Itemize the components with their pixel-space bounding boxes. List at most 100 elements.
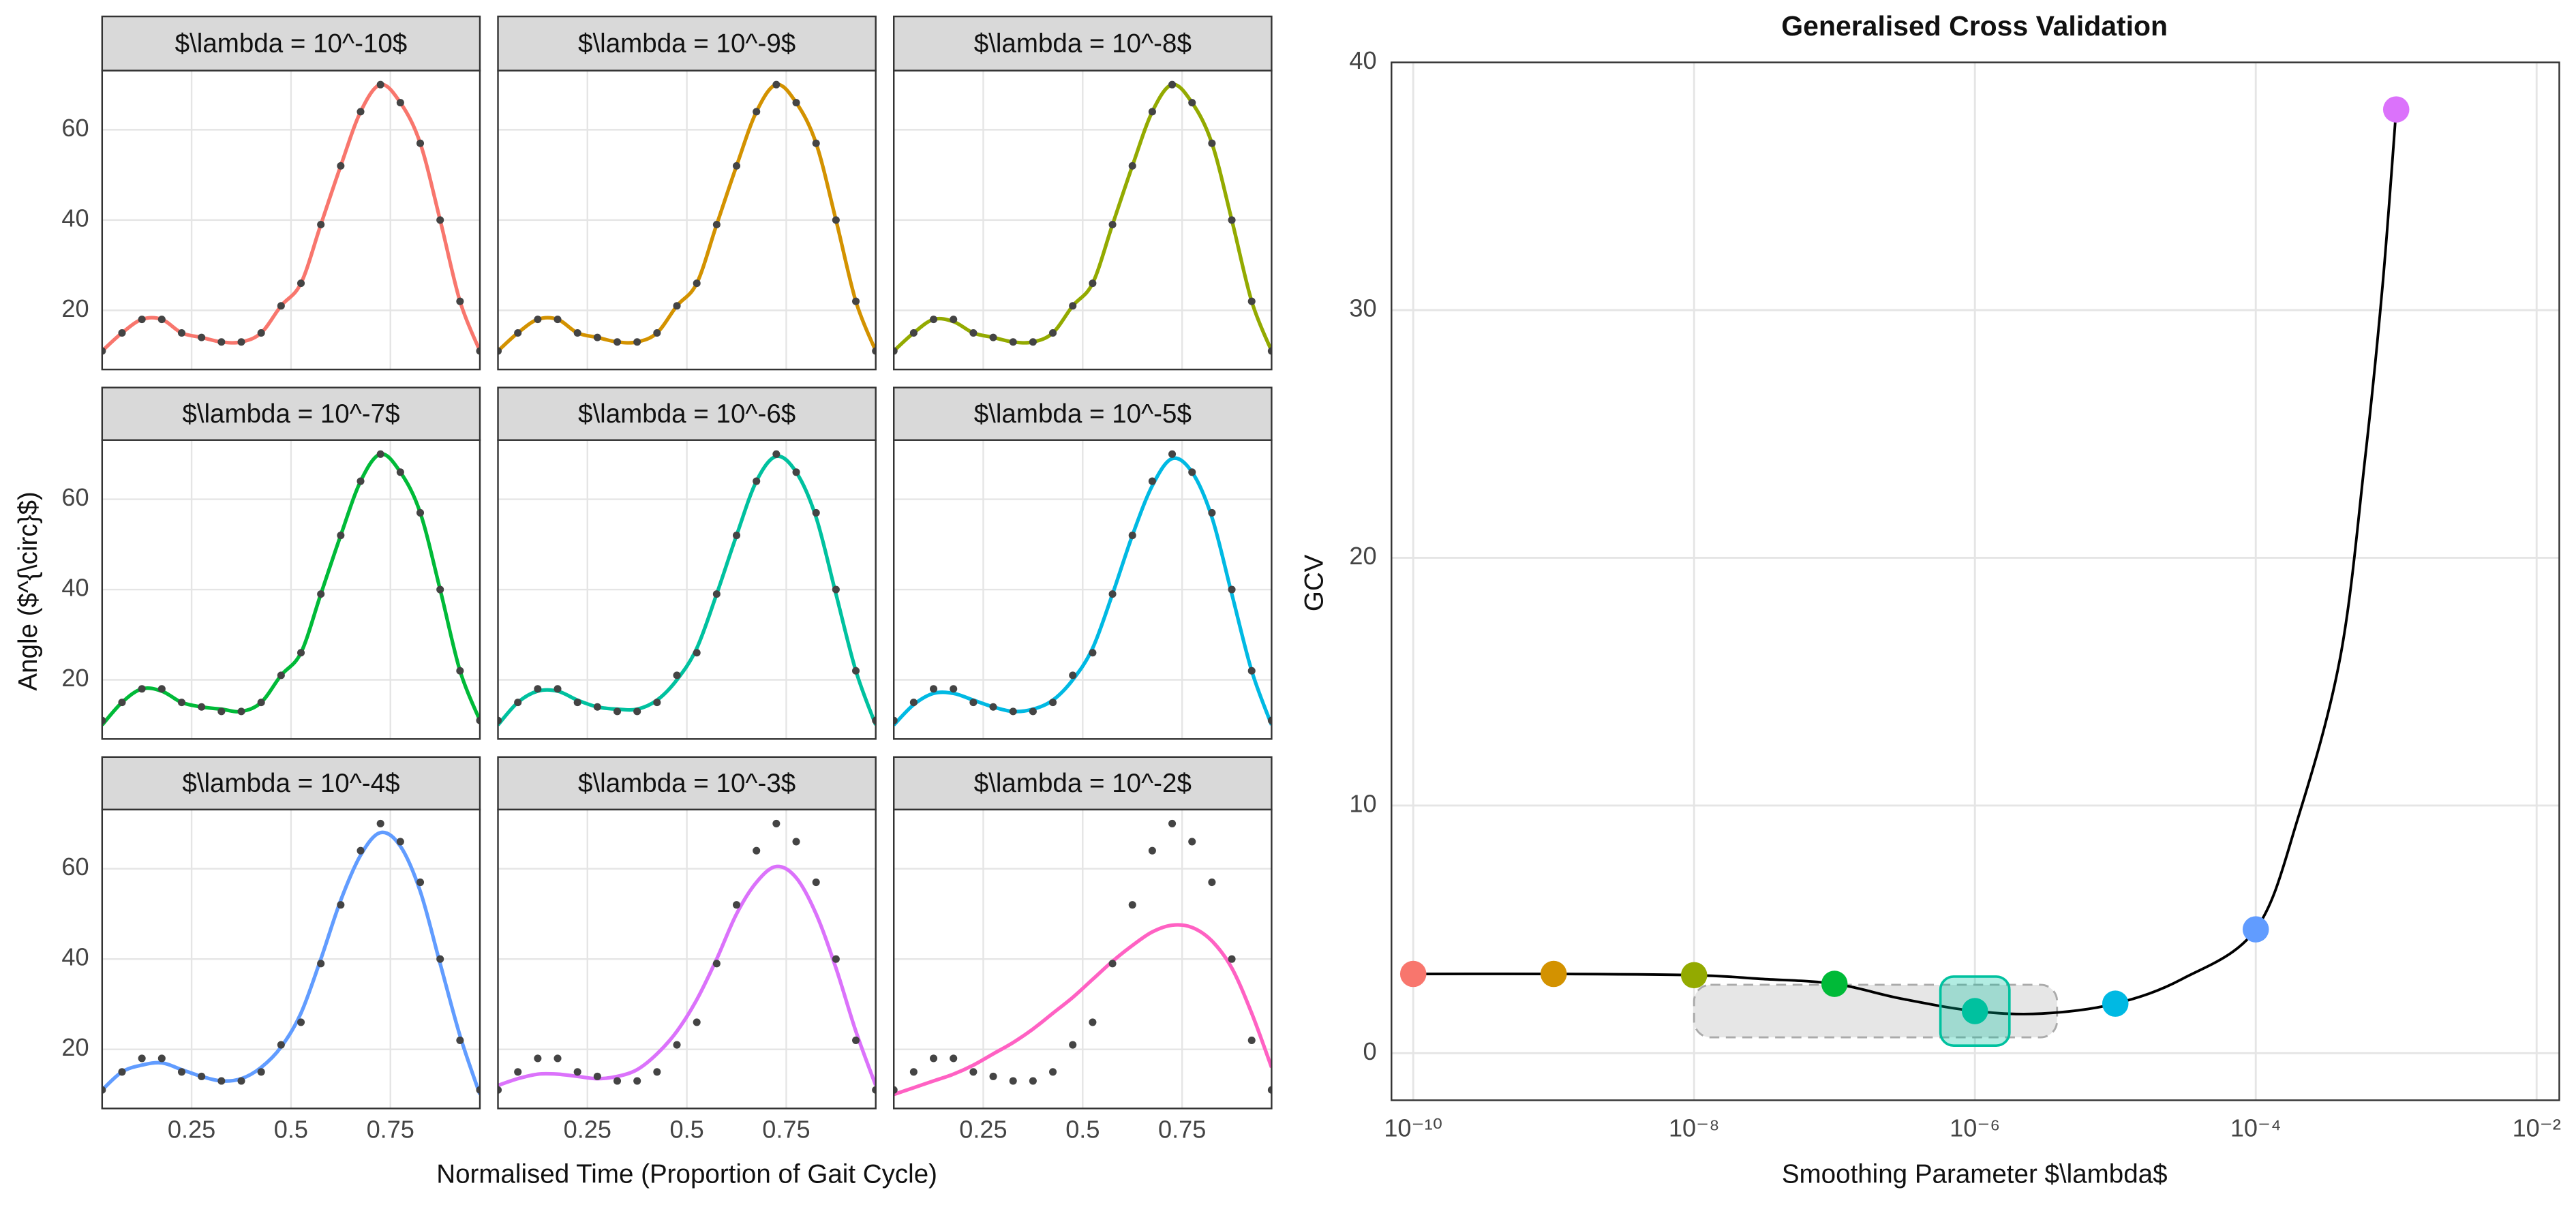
data-point (476, 1086, 481, 1094)
data-point (317, 220, 325, 229)
data-point (217, 1077, 226, 1085)
data-point (894, 347, 898, 355)
data-point (732, 531, 741, 540)
fitted-curve (102, 82, 481, 352)
data-point (1049, 329, 1057, 337)
data-point (1089, 649, 1097, 657)
data-point (476, 347, 481, 355)
data-point (712, 220, 721, 229)
data-point (534, 1054, 542, 1063)
data-point (456, 1036, 464, 1044)
x-tick-label: 0.25 (564, 1116, 611, 1144)
strip-label: $\lambda = 10^-9$ (578, 29, 795, 58)
data-point (498, 347, 502, 355)
data-point (832, 585, 840, 594)
data-point (1128, 531, 1136, 540)
data-point (673, 1041, 681, 1049)
data-point (237, 1077, 245, 1085)
data-point (653, 1068, 661, 1076)
data-point (357, 477, 365, 485)
y-tick-label: 40 (61, 574, 89, 602)
data-point (1009, 338, 1017, 346)
data-point (712, 960, 721, 968)
data-point (1267, 1086, 1272, 1094)
data-point (498, 716, 502, 724)
data-point (1168, 80, 1177, 89)
data-point (1089, 1018, 1097, 1026)
data-point (1267, 716, 1272, 724)
data-point (930, 316, 938, 324)
data-point (1128, 162, 1136, 170)
data-point (1208, 508, 1216, 517)
data-point (909, 699, 918, 707)
panel-border (1391, 61, 2560, 1101)
data-point (1069, 1041, 1077, 1049)
data-point (514, 329, 522, 337)
data-point (2382, 96, 2410, 123)
data-point (396, 838, 404, 846)
data-point (237, 707, 245, 716)
data-point (1228, 955, 1236, 963)
x-tick-label: 0.75 (762, 1116, 810, 1144)
strip (101, 386, 481, 441)
data-point (1148, 846, 1156, 855)
data-point (102, 716, 106, 724)
fitted-curve (894, 456, 1272, 727)
data-point (969, 1068, 978, 1076)
data-point (476, 716, 481, 724)
fitted-curve (894, 82, 1272, 352)
data-point (989, 703, 997, 711)
data-point (673, 671, 681, 679)
x-tick-label: 0.5 (274, 1116, 308, 1144)
x-tick-label: 0.75 (1158, 1116, 1206, 1144)
data-point (554, 316, 562, 324)
data-point (514, 699, 522, 707)
data-point (534, 685, 542, 693)
data-point (633, 707, 641, 716)
data-point (2102, 990, 2129, 1017)
data-point (894, 1086, 898, 1094)
strip (101, 15, 481, 72)
data-point (1168, 819, 1177, 827)
data-point (950, 685, 958, 693)
data-point (337, 162, 345, 170)
strip (497, 15, 877, 72)
data-point (514, 1068, 522, 1076)
panel-border (893, 439, 1273, 740)
data-point (1228, 216, 1236, 224)
data-point (416, 139, 425, 147)
strip (893, 15, 1273, 72)
x-tick-label: 0.25 (168, 1116, 215, 1144)
data-point (851, 1036, 860, 1044)
y-tick-label: 20 (61, 294, 89, 322)
data-point (812, 139, 820, 147)
data-point (297, 279, 305, 288)
data-point (989, 333, 997, 341)
data-point (1069, 671, 1077, 679)
data-point (317, 590, 325, 598)
data-point (138, 1054, 146, 1063)
data-point (357, 108, 365, 116)
data-point (613, 1077, 622, 1085)
data-point (1089, 279, 1097, 288)
y-tick-label: 20 (1349, 542, 1376, 570)
strip (893, 386, 1273, 441)
y-axis-title: Angle ($^{\circ}$) (14, 491, 43, 690)
data-point (1168, 450, 1177, 458)
data-point (1247, 667, 1256, 675)
y-tick-label: 60 (61, 114, 89, 142)
strip-label: $\lambda = 10^-5$ (974, 399, 1192, 429)
data-point (950, 1054, 958, 1063)
y-tick-label: 60 (61, 483, 89, 511)
data-point (436, 955, 444, 963)
strip-label: $\lambda = 10^-8$ (974, 29, 1192, 58)
data-point (217, 707, 226, 716)
x-tick-label: 0.75 (367, 1116, 414, 1144)
data-point (436, 585, 444, 594)
strip (893, 756, 1273, 811)
data-point (534, 316, 542, 324)
data-point (950, 316, 958, 324)
strip (101, 756, 481, 811)
